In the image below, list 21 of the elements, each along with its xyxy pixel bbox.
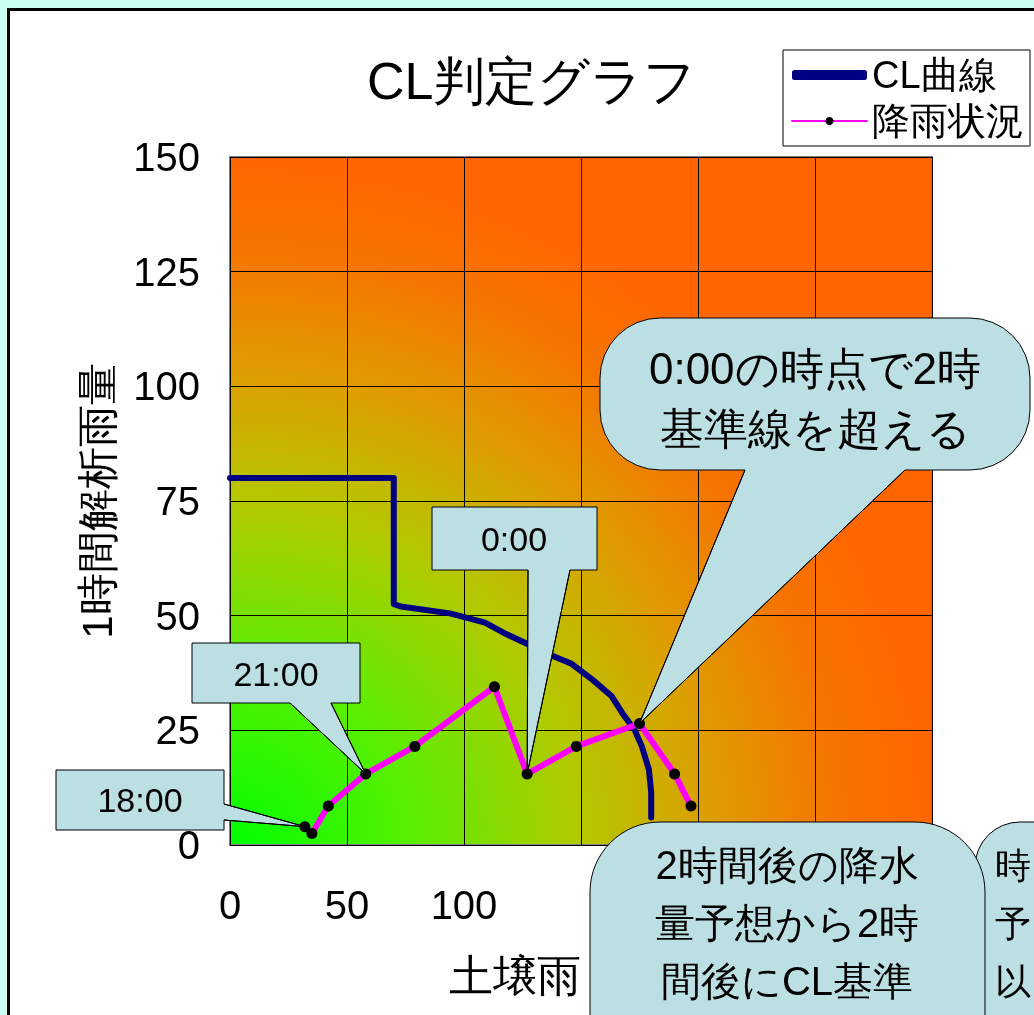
- x-axis-title: 土壌雨: [449, 950, 581, 1000]
- y-tick-label: 25: [155, 708, 200, 753]
- annotation: 21:00: [233, 655, 319, 693]
- x-tick-label: 0: [218, 883, 242, 927]
- y-tick-label: 100: [133, 364, 200, 409]
- annotation: 18:00: [97, 781, 183, 819]
- annotation: 2時間後の降水量予想から2時間後にCL基準: [654, 843, 920, 1003]
- y-tick-label: 0: [177, 823, 200, 867]
- x-tick-label: 100: [430, 883, 498, 927]
- chart-title: CL判定グラフ: [367, 52, 697, 110]
- x-tick-label: 50: [324, 883, 370, 927]
- y-tick-label: 125: [133, 249, 200, 294]
- annotation: 0:00: [480, 520, 548, 558]
- annotation: 0:00の時点で2時基準線を超える: [648, 343, 982, 453]
- y-tick-label: 50: [155, 593, 200, 638]
- legend-label: 降雨状況: [872, 100, 1024, 142]
- y-axis-title: 1時間解析雨量: [73, 363, 121, 639]
- text: 時予以: [995, 844, 1031, 1002]
- y-tick-label: 150: [133, 135, 200, 179]
- legend-label: CL曲線: [872, 54, 997, 96]
- y-tick-label: 75: [155, 479, 200, 523]
